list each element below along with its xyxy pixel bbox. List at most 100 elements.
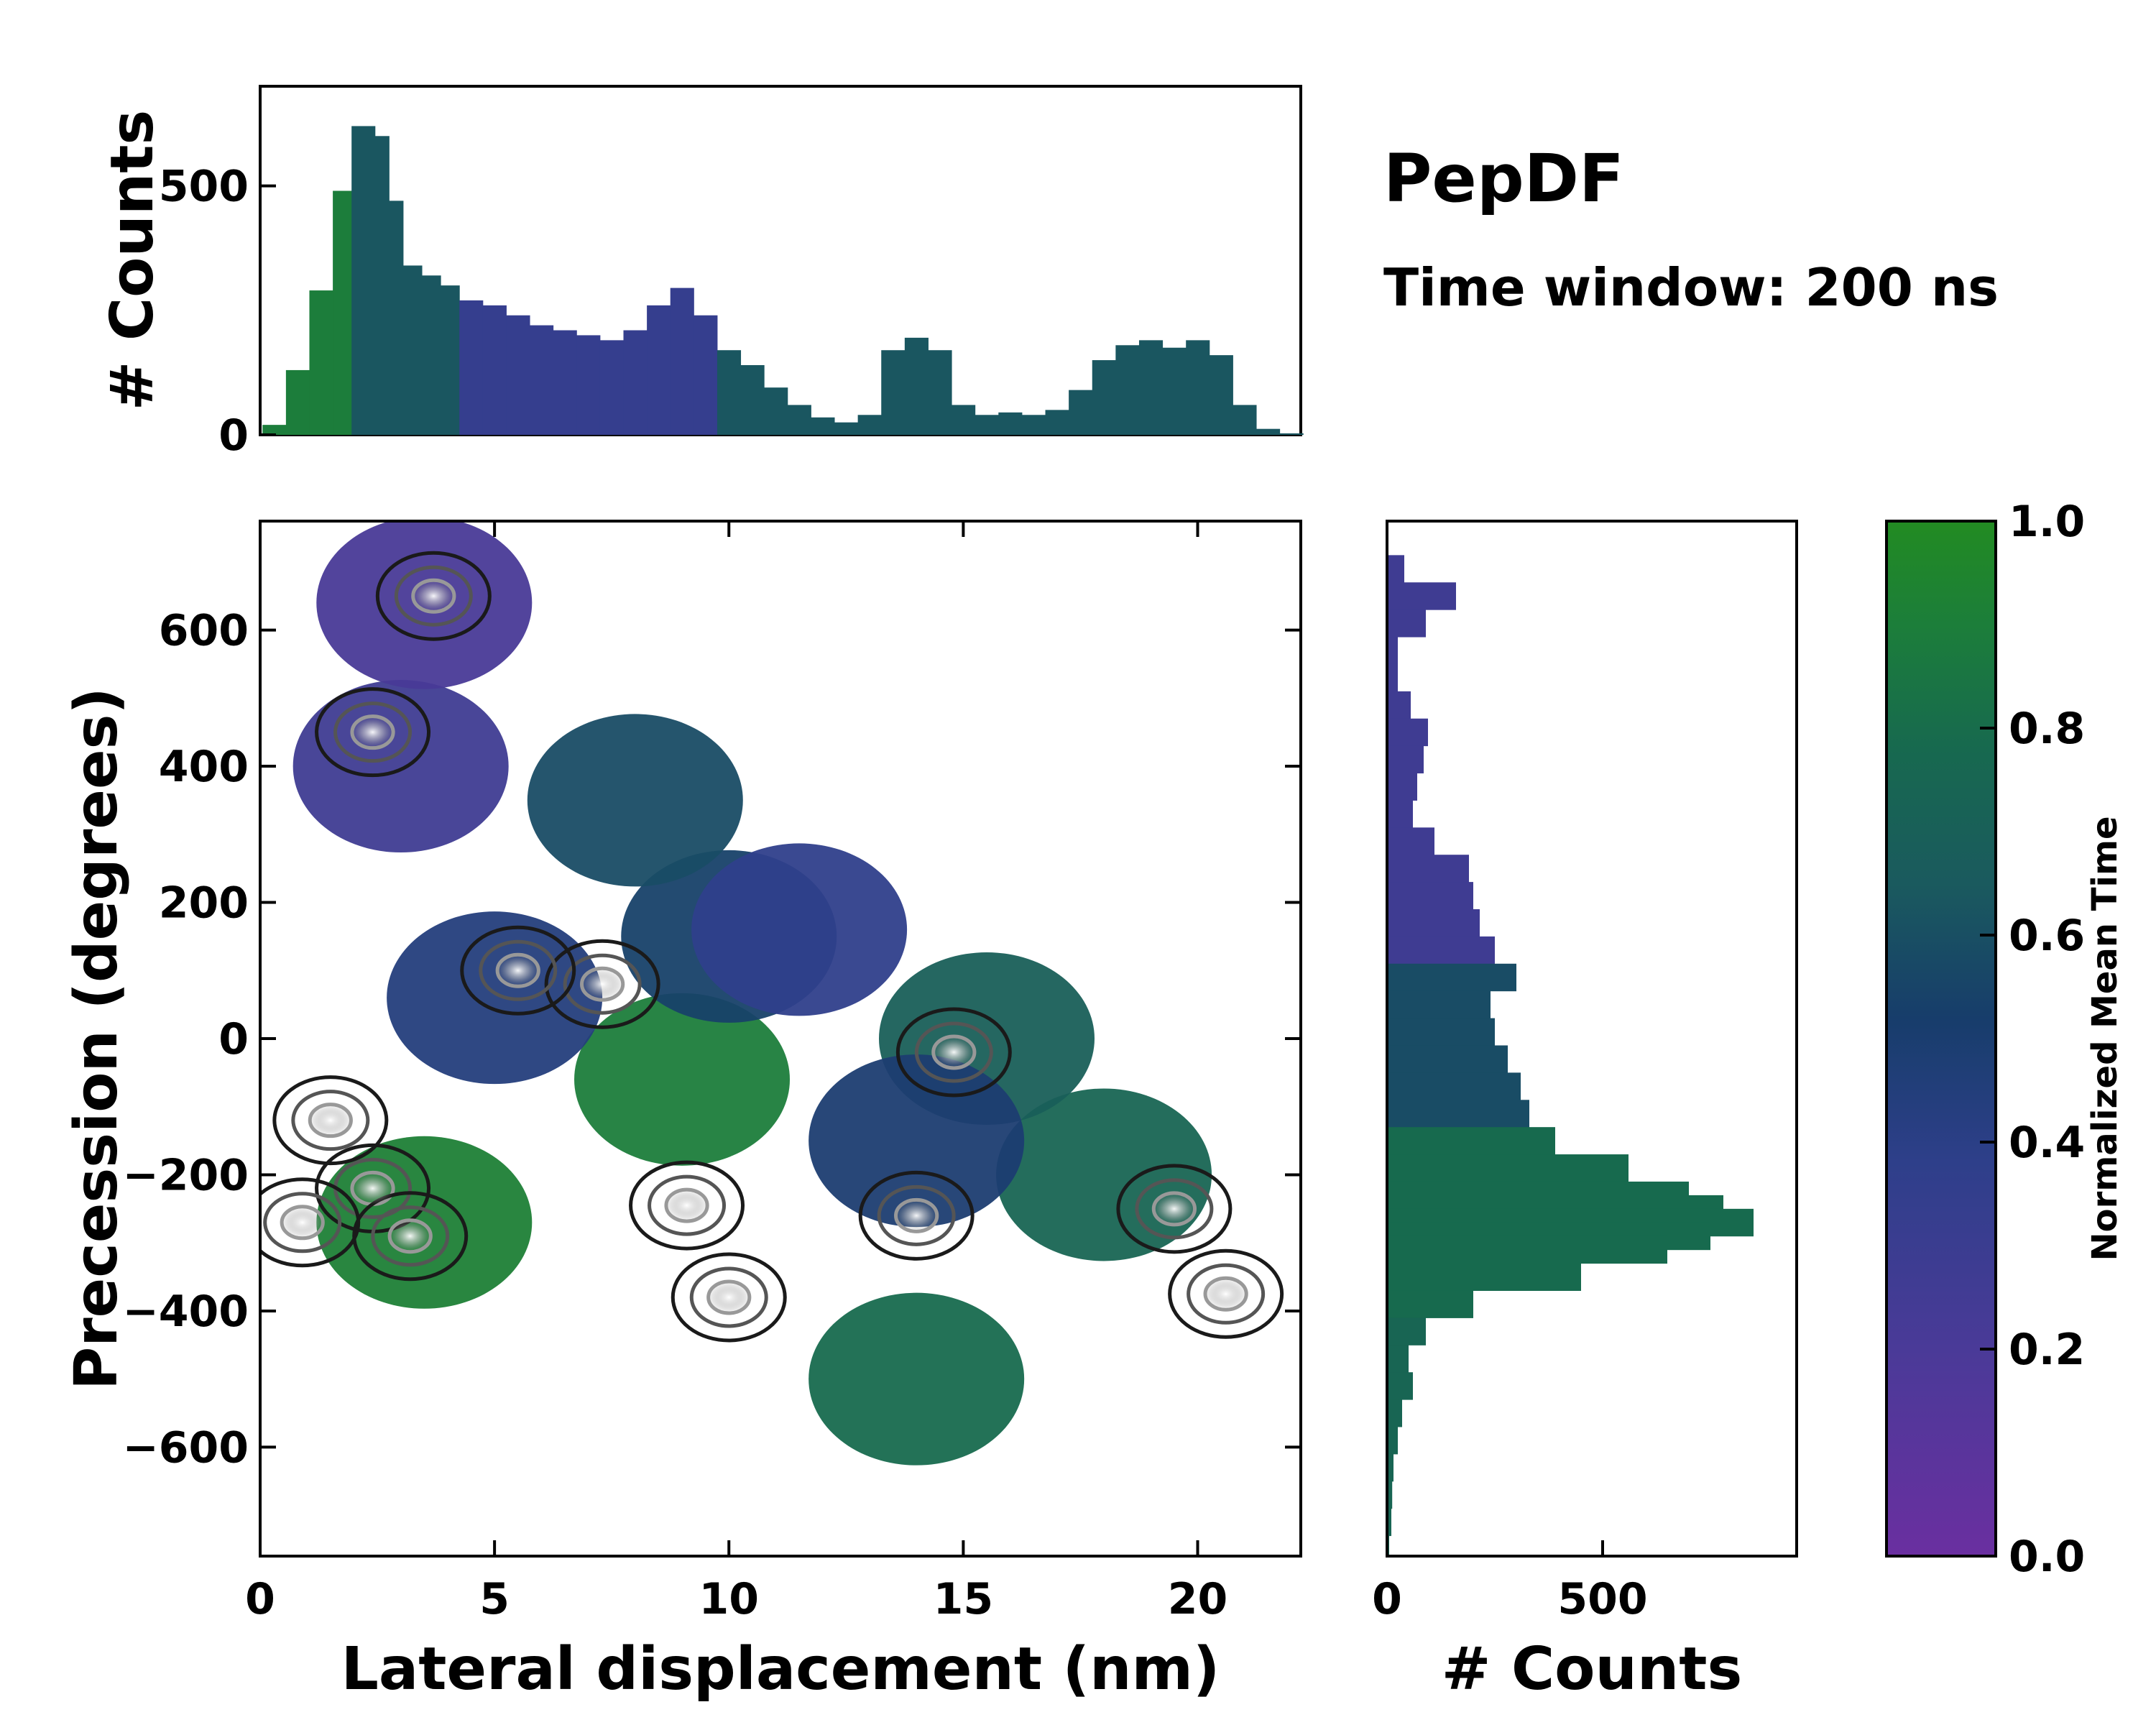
- top-hist-bar: [811, 417, 835, 435]
- top-hist-bar: [1021, 415, 1046, 435]
- density-contour-5-0: [1168, 1248, 1284, 1339]
- right-hist-bar: [1387, 745, 1424, 774]
- density-contour-1-1: [371, 1205, 450, 1267]
- density-contour-9-0: [375, 551, 492, 641]
- right-hist-bar: [1387, 773, 1417, 801]
- right-hist-bar: [1387, 1045, 1508, 1073]
- density-contour-4-0: [1116, 1164, 1233, 1254]
- right-hist-bar: [1387, 610, 1426, 638]
- top-hist-bar: [717, 350, 742, 435]
- right-hist-frame: [1386, 520, 1798, 1558]
- top-hist-bar: [576, 335, 601, 435]
- y-tick-label: −400: [122, 1287, 249, 1337]
- density-contour-13-0: [671, 1252, 787, 1343]
- top-hist-bar: [459, 300, 484, 435]
- right-hist-bar: [1387, 1481, 1393, 1509]
- top-hist-bar: [530, 325, 554, 435]
- colorbar-tick-label: 1.0: [2009, 497, 2085, 547]
- top-y-tick-label: 0: [218, 410, 249, 461]
- right-hist-bar: [1387, 827, 1434, 855]
- heatmap-region-1: [574, 993, 791, 1166]
- x-tick-label: 10: [699, 1574, 760, 1624]
- top-hist-bar: [928, 350, 952, 435]
- density-peak-2: [280, 1206, 324, 1238]
- y-tick-label: 600: [159, 606, 249, 656]
- top-hist-bar: [904, 337, 929, 435]
- density-peak-7: [496, 954, 540, 987]
- top-hist-bar: [482, 305, 507, 435]
- density-peak-10: [308, 1104, 352, 1136]
- right-hist-bar: [1387, 909, 1480, 937]
- right-hist-bar: [1387, 1236, 1667, 1264]
- density-contour-11-1: [914, 1021, 993, 1083]
- top-hist-bar: [998, 412, 1023, 435]
- top-hist-bar: [1069, 390, 1093, 435]
- density-contour-10-1: [291, 1090, 370, 1151]
- density-contour-12-0: [858, 1170, 975, 1261]
- right-hist-bar: [1387, 1317, 1426, 1346]
- right-hist-bar: [1387, 1263, 1581, 1292]
- colorbar-tick-label: 0.2: [2009, 1325, 2085, 1375]
- density-peak-13: [707, 1282, 751, 1313]
- top-hist-bar: [1162, 347, 1187, 435]
- top-hist-bar: [1138, 340, 1164, 435]
- top-hist-bar: [787, 405, 811, 435]
- top-hist-bar: [309, 290, 333, 435]
- right-hist-bar: [1387, 1508, 1391, 1537]
- right-hist-bar: [1387, 1018, 1495, 1046]
- y-tick-label: 0: [218, 1014, 249, 1064]
- right-hist-bar: [1387, 663, 1398, 692]
- right-hist-bar: [1387, 1453, 1393, 1482]
- density-contour-5-1: [1187, 1263, 1266, 1325]
- colorbar-tick-label: 0.4: [2009, 1118, 2085, 1168]
- density-contour-11-0: [895, 1007, 1012, 1098]
- plot-title: PepDF: [1383, 140, 1624, 217]
- x-axis-label: Lateral displacement (nm): [341, 1635, 1220, 1703]
- top-hist-bar: [670, 288, 694, 435]
- right-hist-bar: [1387, 1100, 1529, 1128]
- right-hist-bar: [1387, 1427, 1398, 1455]
- joint-heatmap: 0 5 10 15 20 600 400 200 0 −200 −400 −600 Lateral d…: [63, 520, 1302, 1703]
- right-hist-bar: [1387, 800, 1413, 828]
- top-hist-bar: [647, 305, 671, 435]
- top-hist-bar: [1045, 410, 1069, 435]
- right-hist-bar: [1387, 582, 1456, 610]
- density-peak-12: [895, 1200, 939, 1232]
- density-contour-2-0: [260, 1177, 361, 1268]
- top-hist-bar: [764, 387, 788, 435]
- right-hist-bar: [1387, 1345, 1409, 1373]
- density-contour-9-1: [394, 565, 473, 627]
- top-hist-bar: [553, 330, 577, 435]
- top-hist-bar: [857, 415, 882, 435]
- right-hist-xlabel: # Counts: [1442, 1635, 1743, 1703]
- right-hist-bar: [1387, 963, 1516, 992]
- x-tick-label: 15: [934, 1574, 994, 1624]
- right-hist-bar: [1387, 555, 1404, 583]
- density-contour-13-1: [689, 1266, 768, 1328]
- colorbar: 0.0 0.2 0.4 0.6 0.8 1.0 Normalized Mean Time: [1885, 497, 2125, 1582]
- y-axis-label: Precession (degrees): [63, 687, 131, 1390]
- right-hist-bar: [1387, 1399, 1402, 1427]
- density-peak-4: [1152, 1192, 1196, 1225]
- right-hist-bar: [1387, 637, 1398, 665]
- top-hist-bar: [1092, 360, 1116, 435]
- heatmap-region-6: [527, 714, 743, 887]
- time-window-label: Time window: 200 ns: [1383, 257, 1999, 318]
- right-hist-bar: [1387, 936, 1495, 965]
- right-x-tick-label: 500: [1557, 1574, 1647, 1624]
- density-peak-6: [581, 968, 625, 1000]
- y-tick-label: 400: [159, 742, 249, 792]
- top-hist-bar: [262, 425, 287, 435]
- right-hist-bar: [1387, 990, 1491, 1019]
- density-peak-3: [665, 1190, 709, 1222]
- top-hist-bar: [506, 315, 530, 435]
- colorbar-tick-label: 0.6: [2009, 911, 2085, 961]
- density-contour-2-1: [263, 1192, 342, 1254]
- x-tick-label: 0: [245, 1574, 275, 1624]
- right-hist-bar: [1387, 1290, 1473, 1318]
- right-hist-bar: [1387, 1372, 1413, 1400]
- density-contour-7-1: [479, 939, 558, 1001]
- top-hist-bar: [881, 350, 906, 435]
- heatmap-region-11: [808, 1054, 1025, 1228]
